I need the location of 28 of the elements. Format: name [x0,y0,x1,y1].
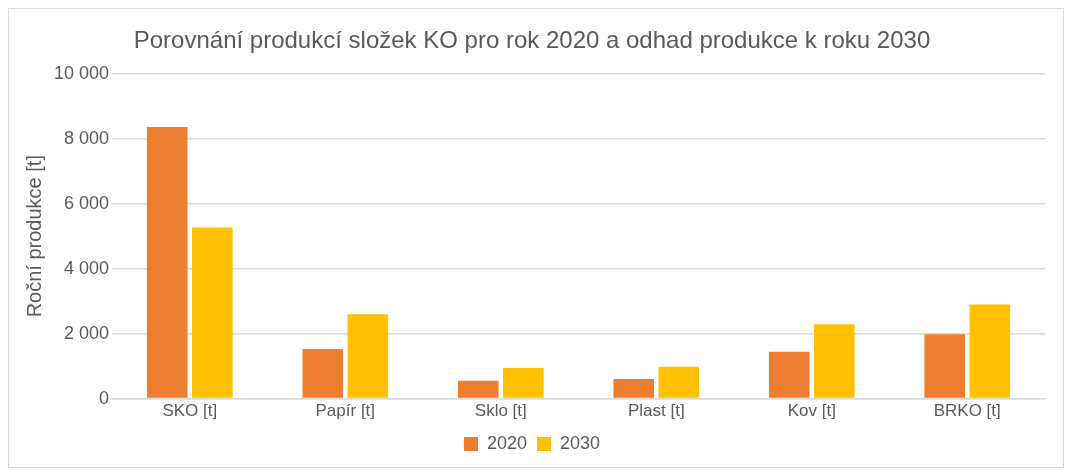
chart-title: Porovnání produkcí složek KO pro rok 2020 a odhad produkce k roku 2030 [133,26,931,54]
x-tick-label: Sklo [t] [474,401,527,421]
y-tick-label: 8 000 [64,127,110,148]
x-tick-label: Kov [t] [787,401,836,421]
x-tick-label: Plast [t] [627,401,685,421]
x-tick-label: SKO [t] [162,401,218,421]
bar [457,380,499,398]
y-tick-label: 6 000 [64,192,110,213]
y-tick-label: 4 000 [64,257,110,278]
bar [768,351,810,398]
bar [924,334,965,398]
y-tick-label: 2 000 [64,322,110,343]
legend-label: 2020 [486,432,527,453]
bar [302,348,344,398]
bar [192,227,233,398]
bar [347,314,389,398]
y-tick-label: 0 [99,387,110,408]
y-axis-title: Roční produkce [t] [22,155,45,318]
bar [613,379,655,398]
bar [814,324,855,398]
bar [969,304,1011,398]
bar [658,366,700,398]
y-tick-label: 10 000 [53,62,110,83]
bar [503,368,544,398]
x-tick-label: BRKO [t] [933,401,1001,421]
legend-label: 2030 [560,432,601,453]
bar [146,127,188,398]
x-tick-label: Papír [t] [315,401,376,421]
